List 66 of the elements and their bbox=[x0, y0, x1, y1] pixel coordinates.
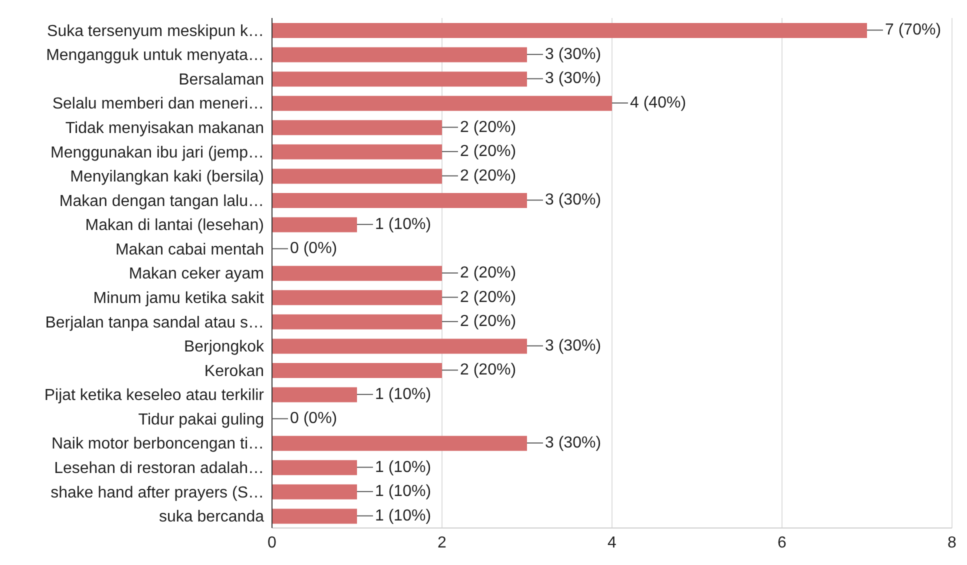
bar bbox=[272, 363, 442, 378]
data-label: 2 (20%) bbox=[460, 143, 516, 160]
y-tick-label: Berjongkok bbox=[184, 338, 265, 356]
y-tick-label: Lesehan di restoran adalah… bbox=[54, 460, 264, 477]
bar bbox=[272, 266, 442, 281]
data-label: 7 (70%) bbox=[885, 22, 942, 39]
data-label: 2 (20%) bbox=[460, 288, 516, 306]
bar bbox=[272, 47, 527, 62]
y-tick-label: suka bercanda bbox=[159, 508, 264, 526]
data-label: 2 (20%) bbox=[460, 118, 516, 136]
y-tick-label: Naik motor berboncengan ti… bbox=[51, 436, 264, 453]
y-tick-label: Pijat ketika keseleo atau terkilir bbox=[44, 387, 265, 404]
y-tick-label: Makan dengan tangan lalu… bbox=[59, 192, 264, 210]
data-label: 2 (20%) bbox=[460, 264, 516, 282]
y-tick-label: Suka tersenyum meskipun k… bbox=[47, 22, 264, 40]
data-label: 1 (10%) bbox=[375, 386, 432, 403]
data-label: 3 (30%) bbox=[545, 434, 602, 452]
data-label: 1 (10%) bbox=[375, 216, 432, 233]
y-tick-label: Menyilangkan kaki (bersila) bbox=[70, 168, 264, 186]
bar bbox=[272, 144, 442, 160]
data-label: 0 (0%) bbox=[290, 240, 338, 258]
y-tick-label: Minum jamu ketika sakit bbox=[93, 290, 265, 307]
bar bbox=[272, 314, 442, 330]
x-tick-label: 4 bbox=[608, 534, 617, 552]
y-tick-label: Makan cabai mentah bbox=[115, 241, 264, 258]
data-label: 2 (20%) bbox=[460, 362, 516, 379]
data-label: 1 (10%) bbox=[375, 483, 432, 500]
bar bbox=[272, 460, 357, 476]
x-tick-label: 2 bbox=[438, 534, 447, 552]
y-tick-label: Tidak menyisakan makanan bbox=[65, 120, 264, 137]
data-label: 3 (30%) bbox=[545, 46, 602, 63]
data-label: 3 (30%) bbox=[545, 337, 602, 354]
bar bbox=[272, 72, 527, 87]
data-label: 3 (30%) bbox=[545, 70, 602, 88]
data-label: 2 (20%) bbox=[460, 167, 516, 184]
data-label: 0 (0%) bbox=[290, 410, 338, 428]
bar bbox=[272, 484, 357, 500]
bar bbox=[272, 120, 442, 136]
bar bbox=[272, 508, 357, 524]
bar bbox=[272, 338, 527, 354]
y-tick-label: Bersalaman bbox=[178, 71, 264, 88]
bar bbox=[272, 217, 357, 232]
bar bbox=[272, 23, 867, 38]
y-tick-label: shake hand after prayers (S… bbox=[50, 484, 264, 502]
bar bbox=[272, 436, 527, 451]
bar bbox=[272, 387, 357, 402]
y-tick-label: Makan ceker ayam bbox=[128, 266, 264, 283]
y-tick-label: Selalu memberi dan meneri… bbox=[52, 96, 264, 113]
x-tick-label: 8 bbox=[948, 534, 957, 552]
bar bbox=[272, 193, 527, 208]
bar bbox=[272, 96, 612, 111]
bar bbox=[272, 290, 442, 306]
data-label: 3 (30%) bbox=[545, 192, 602, 209]
y-tick-label: Menggunakan ibu jari (jemp… bbox=[50, 144, 264, 162]
bar bbox=[272, 168, 442, 184]
y-tick-label: Mengangguk untuk menyata… bbox=[46, 47, 264, 64]
data-label: 1 (10%) bbox=[375, 507, 432, 524]
x-tick-label: 6 bbox=[778, 534, 787, 552]
data-label: 4 (40%) bbox=[630, 94, 686, 112]
data-label: 2 (20%) bbox=[460, 313, 516, 330]
y-tick-label: Tidur pakai guling bbox=[138, 411, 264, 428]
data-label: 1 (10%) bbox=[375, 458, 432, 476]
y-tick-label: Berjalan tanpa sandal atau s… bbox=[45, 314, 264, 332]
y-tick-label: Makan di lantai (lesehan) bbox=[85, 217, 264, 234]
y-tick-label: Kerokan bbox=[204, 362, 264, 380]
x-tick-label: 0 bbox=[268, 534, 277, 552]
